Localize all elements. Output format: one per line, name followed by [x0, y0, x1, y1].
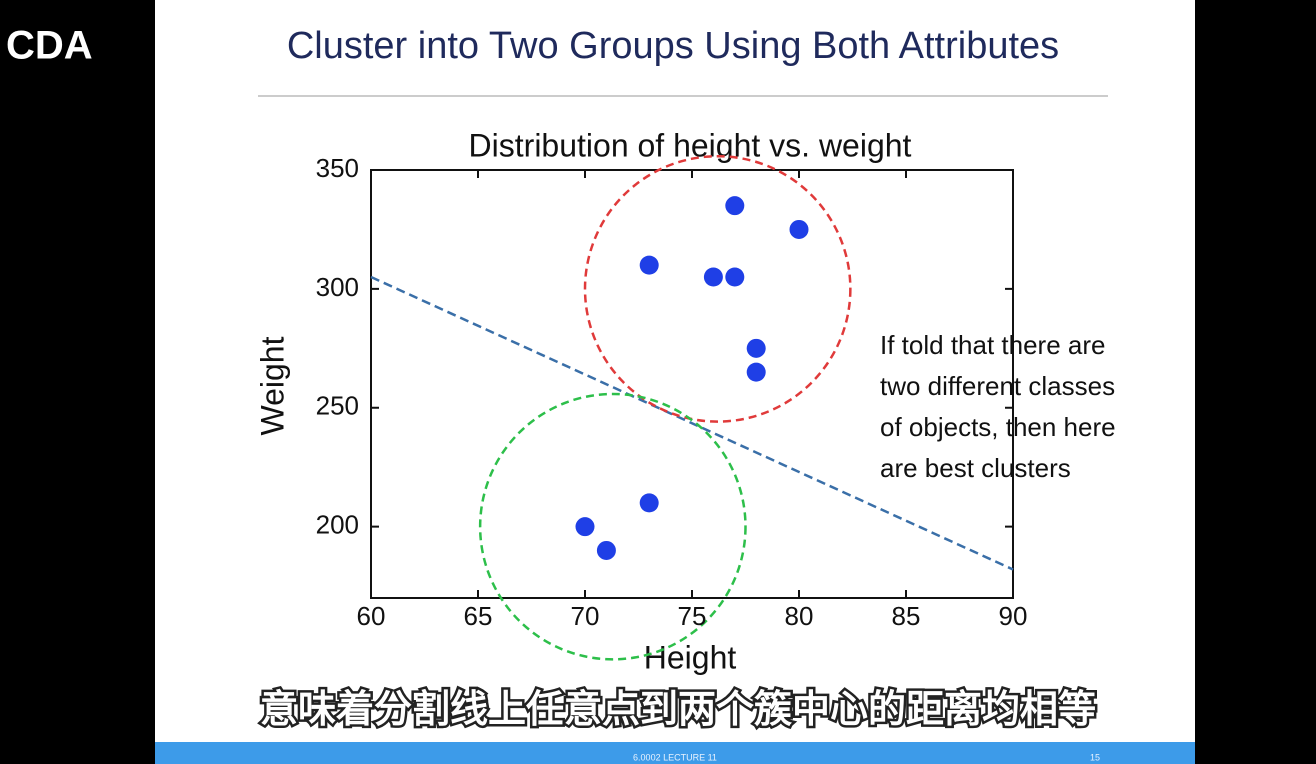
- logo: CDA: [6, 24, 93, 68]
- y-tick-label: 200: [316, 510, 359, 540]
- x-tick-label: 65: [464, 601, 493, 631]
- y-tick-label: 250: [316, 391, 359, 421]
- point: [639, 255, 659, 275]
- point: [746, 338, 766, 358]
- annotation-line: are best clusters: [880, 453, 1071, 483]
- annotation: If told that there are two different clas…: [880, 330, 1116, 483]
- cluster-circle: [478, 392, 747, 661]
- footer-page: 15: [1090, 752, 1100, 762]
- plot: [370, 154, 1014, 661]
- x-axis-label: Height: [644, 639, 737, 675]
- slide-footer-bar: [155, 742, 1195, 764]
- x-tick-label: 90: [999, 601, 1028, 631]
- cluster-circle: [583, 154, 852, 423]
- y-tick-label: 300: [316, 272, 359, 302]
- slide-title: Cluster into Two Groups Using Both Attri…: [287, 25, 1059, 67]
- x-tick-label: 80: [785, 601, 814, 631]
- slide: [155, 0, 1195, 742]
- y-tick-label: 350: [316, 153, 359, 183]
- chart-title: Distribution of height vs. weight: [469, 127, 912, 163]
- x-tick-label: 70: [571, 601, 600, 631]
- annotation-line: If told that there are: [880, 330, 1105, 360]
- point: [725, 196, 745, 216]
- point: [639, 493, 659, 513]
- point: [746, 362, 766, 382]
- x-tick-label: 60: [357, 601, 386, 631]
- subtitle: 意味着分割线上任意点到两个簇中心的距离均相等: [260, 689, 1096, 731]
- y-axis-label: Weight: [254, 336, 290, 435]
- point: [725, 267, 745, 287]
- point: [789, 219, 809, 239]
- x-tick-label: 85: [892, 601, 921, 631]
- x-tick-label: 75: [678, 601, 707, 631]
- point: [596, 540, 616, 560]
- annotation-line: two different classes: [880, 371, 1115, 401]
- footer-course: 6.0002 LECTURE 11: [633, 752, 717, 762]
- divider-line: [370, 275, 1014, 571]
- annotation-line: of objects, then here: [880, 412, 1116, 442]
- point: [575, 517, 595, 537]
- point: [703, 267, 723, 287]
